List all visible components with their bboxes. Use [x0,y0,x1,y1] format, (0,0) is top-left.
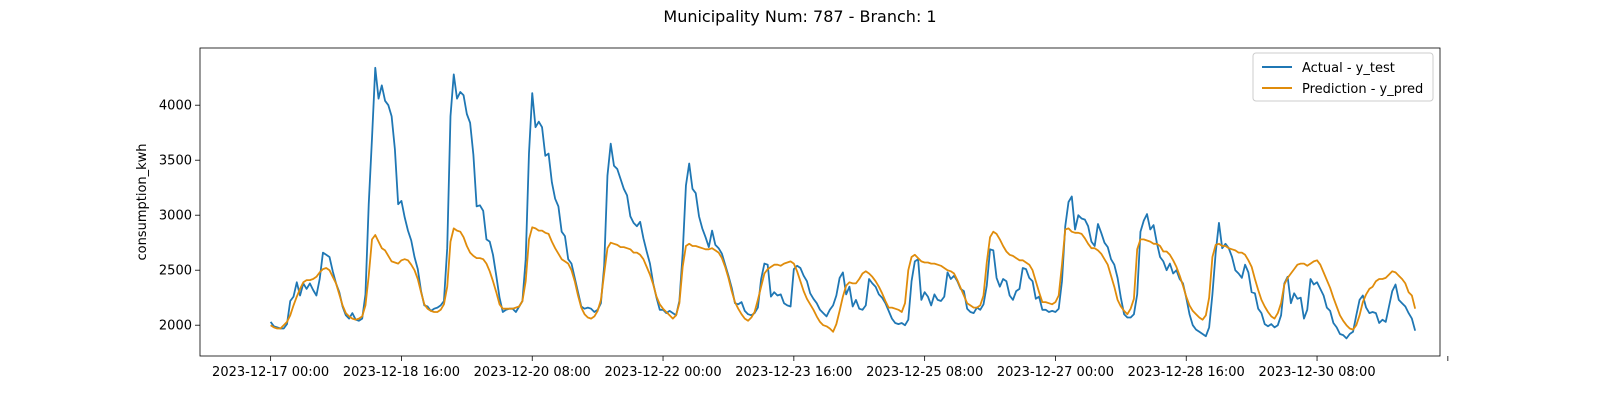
x-tick-label: 2023-12-18 16:00 [343,365,460,380]
series-group [269,66,1417,340]
legend-label-prediction: Prediction - y_pred [1302,82,1423,97]
legend: Actual - y_test Prediction - y_pred [1252,52,1434,102]
plot-area [200,48,1440,356]
legend-box [1252,52,1434,102]
y-axis-label: consumption_kwh [135,143,150,260]
series-line-prediction [270,226,1417,333]
x-tick-label: 2023-12-23 16:00 [735,365,852,380]
plot-frame [199,47,1441,357]
y-tick-label: 2500 [159,264,192,279]
x-tick-label: 2023-12-30 08:00 [1258,365,1375,380]
y-tick-label: 3000 [159,209,192,224]
x-tick-label: 2023-12-25 08:00 [866,365,983,380]
y-tick-label: 2000 [159,319,192,334]
x-tick-label: 2023-12-28 16:00 [1128,365,1245,380]
legend-label-actual: Actual - y_test [1302,61,1395,76]
x-axis: 2023-12-17 00:00 2023-12-18 16:00 2023-12-… [212,356,1449,380]
x-tick-label: 2023-12-22 00:00 [604,365,721,380]
y-tick-label: 3500 [159,154,192,169]
chart-title: Municipality Num: 787 - Branch: 1 [663,7,936,26]
y-axis: 2000 2500 3000 3500 4000 [159,99,200,334]
x-tick-label: 2023-12-17 00:00 [212,365,329,380]
x-tick-label: 2023-12-20 08:00 [474,365,591,380]
x-tick-label: 2023-12-27 00:00 [997,365,1114,380]
y-tick-label: 4000 [159,99,192,114]
